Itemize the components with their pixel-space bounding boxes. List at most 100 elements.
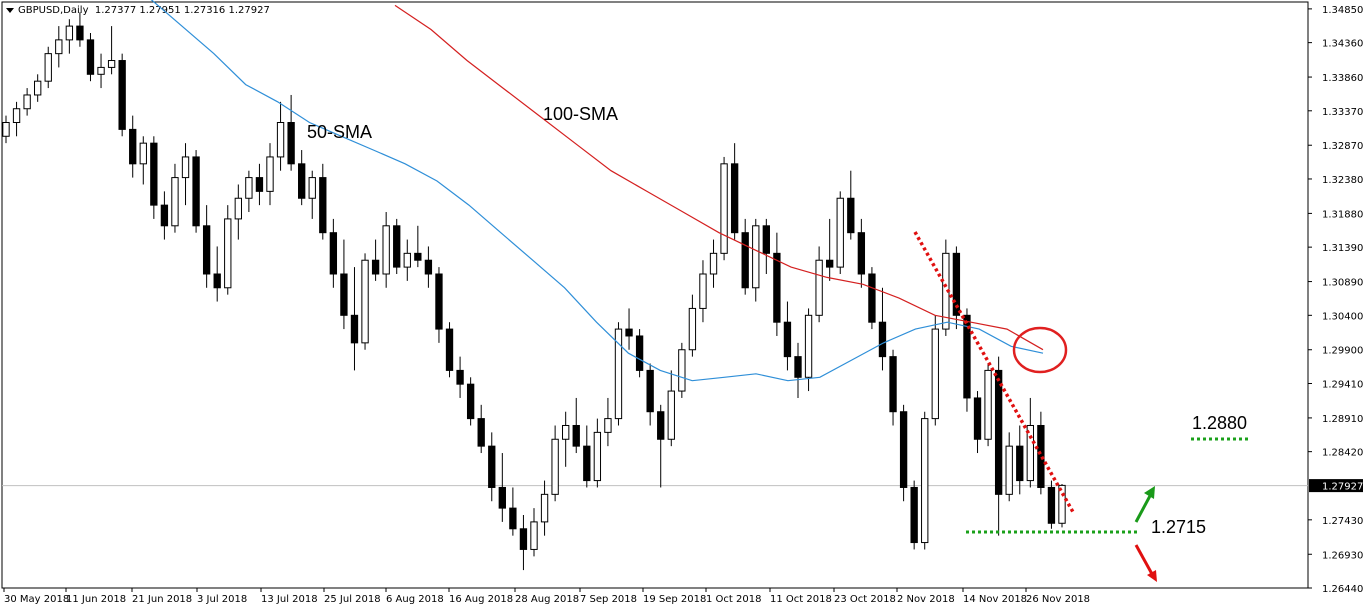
candle: [118, 53, 126, 137]
y-tick-label: 1.32870: [1322, 141, 1363, 152]
x-tick-label: 7 Sep 2018: [580, 594, 637, 605]
candle: [276, 101, 285, 171]
candle: [794, 342, 802, 398]
candle: [1026, 397, 1034, 488]
candles-layer: [2, 12, 1066, 571]
x-tick-label: 25 Jul 2018: [324, 594, 381, 605]
candle: [382, 212, 390, 288]
candle: [667, 370, 675, 447]
candle: [963, 308, 971, 412]
candle: [371, 239, 380, 281]
x-tick-label: 11 Oct 2018: [770, 594, 832, 605]
x-tick-label: 2 Nov 2018: [897, 594, 955, 605]
y-tick-label: 1.27430: [1322, 516, 1363, 527]
candle: [1016, 425, 1024, 495]
y-tick-label: 1.29410: [1322, 379, 1363, 390]
candle: [298, 150, 306, 206]
sma100-label: 100-SMA: [543, 104, 618, 124]
y-tick-label: 1.28420: [1322, 448, 1363, 459]
candle: [878, 287, 887, 371]
y-tick-label: 1.34850: [1322, 5, 1363, 16]
candle: [2, 115, 10, 144]
candle: [498, 453, 506, 522]
candle: [403, 239, 411, 281]
candle: [815, 246, 823, 323]
candle: [910, 480, 918, 550]
candle: [931, 315, 939, 426]
x-tick-label: 1 Oct 2018: [706, 594, 761, 605]
x-tick-label: 11 Jun 2018: [66, 594, 126, 605]
candle: [12, 101, 21, 137]
candle: [150, 136, 158, 219]
candle: [1005, 432, 1013, 502]
candle: [614, 322, 623, 426]
candle: [160, 191, 169, 240]
candle: [340, 239, 348, 330]
candle: [393, 218, 401, 274]
x-tick-label: 30 May 2018: [4, 594, 69, 605]
candle: [572, 397, 580, 454]
candle: [899, 404, 908, 502]
dropdown-triangle-icon[interactable]: [6, 7, 14, 13]
chart-header: GBPUSD,Daily 1.27377 1.27951 1.27316 1.2…: [6, 5, 270, 16]
x-tick-label: 19 Sep 2018: [643, 594, 706, 605]
candle: [657, 404, 665, 488]
candle: [699, 260, 707, 323]
candle: [435, 267, 443, 343]
candle: [921, 411, 929, 550]
candle: [44, 46, 52, 89]
candle: [308, 170, 316, 219]
candle: [783, 301, 792, 371]
candle: [762, 218, 770, 274]
candle: [34, 74, 42, 102]
candle: [509, 487, 517, 536]
x-tick-label: 14 Nov 2018: [963, 594, 1027, 605]
candle: [414, 225, 422, 268]
y-axis: 1.34850 1.34360 1.33860 1.33370 1.32870 1.323…: [1308, 5, 1363, 595]
candle: [97, 53, 105, 89]
candle: [952, 246, 961, 330]
x-tick-label: 28 Aug 2018: [515, 594, 579, 605]
candle: [445, 322, 454, 378]
symbol-label: GBPUSD,Daily: [18, 5, 89, 16]
candle: [752, 218, 760, 302]
candle: [488, 432, 496, 502]
y-tick-label: 1.33860: [1322, 73, 1363, 84]
sma50-line: [150, 0, 1044, 382]
candle: [234, 184, 242, 240]
candle: [635, 329, 644, 378]
y-tick-label: 1.28910: [1322, 414, 1363, 425]
support-level-label: 1.2715: [1151, 517, 1206, 537]
y-tick-label: 1.34360: [1322, 39, 1363, 50]
candle: [678, 342, 686, 398]
candle: [720, 156, 728, 261]
candle: [1058, 484, 1066, 528]
candle: [994, 356, 1003, 536]
candle: [65, 19, 74, 54]
candle: [129, 115, 137, 178]
sma50-label: 50-SMA: [307, 122, 372, 142]
y-tick-label: 1.29900: [1322, 346, 1363, 357]
candle: [202, 205, 211, 288]
y-tick-label: 1.26440: [1322, 584, 1363, 595]
candle: [593, 418, 602, 488]
candle: [868, 267, 876, 330]
candle: [540, 480, 549, 536]
x-tick-label: 21 Jun 2018: [132, 594, 192, 605]
current-price-tag-text: 1.27927: [1322, 482, 1363, 493]
candle: [1047, 480, 1056, 529]
candle: [646, 363, 654, 426]
down-arrow-icon: [1134, 544, 1157, 582]
candle: [942, 239, 950, 336]
candle: [192, 150, 200, 233]
y-tick-label: 1.31390: [1322, 243, 1363, 254]
candle: [213, 246, 221, 302]
candle: [319, 163, 327, 240]
ohlc-values: 1.27377 1.27951 1.27316 1.27927: [94, 5, 270, 16]
y-tick-label: 1.31880: [1322, 209, 1363, 220]
candle: [171, 163, 179, 233]
candle: [329, 218, 338, 288]
candle: [688, 294, 697, 357]
